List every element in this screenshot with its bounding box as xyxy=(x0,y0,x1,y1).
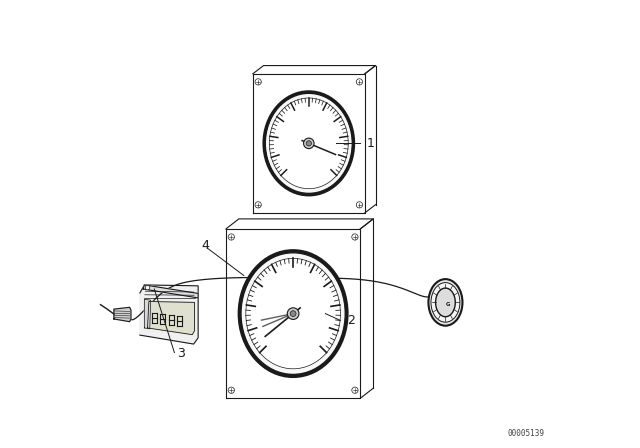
Text: 3: 3 xyxy=(177,347,184,361)
Polygon shape xyxy=(140,285,198,344)
Ellipse shape xyxy=(264,92,354,195)
Polygon shape xyxy=(143,285,198,298)
Polygon shape xyxy=(114,307,131,322)
Text: 00005139: 00005139 xyxy=(508,429,545,438)
Ellipse shape xyxy=(246,258,340,369)
Circle shape xyxy=(228,387,234,393)
Circle shape xyxy=(228,234,234,240)
Polygon shape xyxy=(145,299,150,329)
Circle shape xyxy=(255,79,261,85)
Ellipse shape xyxy=(428,279,463,326)
Text: 2: 2 xyxy=(347,314,355,327)
Circle shape xyxy=(352,234,358,240)
Ellipse shape xyxy=(239,251,347,376)
Circle shape xyxy=(352,387,358,393)
Circle shape xyxy=(356,79,362,85)
Ellipse shape xyxy=(436,288,455,317)
Circle shape xyxy=(145,285,150,290)
Text: 1: 1 xyxy=(367,137,375,150)
Circle shape xyxy=(303,138,314,149)
Circle shape xyxy=(356,202,362,208)
Circle shape xyxy=(287,308,299,319)
Circle shape xyxy=(306,141,312,146)
Ellipse shape xyxy=(431,283,460,322)
Ellipse shape xyxy=(269,98,348,189)
Text: G: G xyxy=(445,302,450,307)
Circle shape xyxy=(255,202,261,208)
Text: 4: 4 xyxy=(202,238,210,252)
Circle shape xyxy=(290,311,296,316)
Polygon shape xyxy=(148,302,195,335)
